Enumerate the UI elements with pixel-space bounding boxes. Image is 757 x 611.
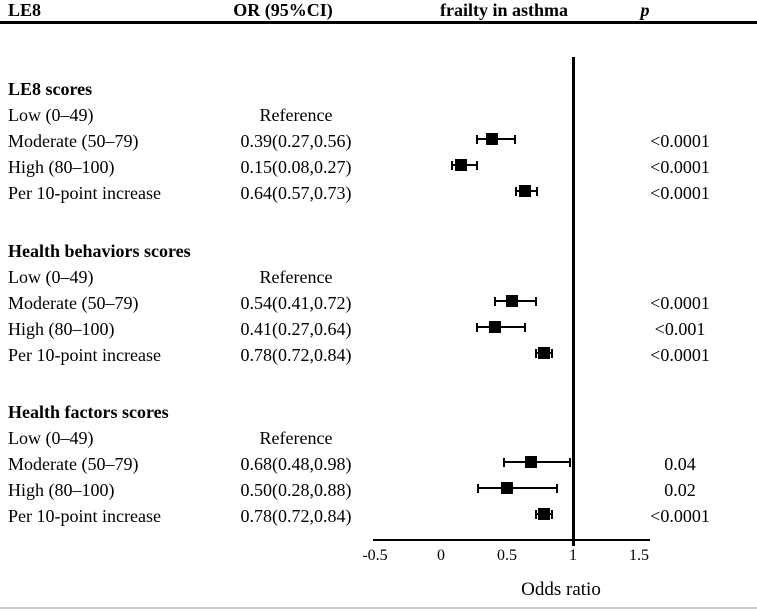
group-title: LE8 scores	[8, 79, 93, 99]
row-label: Moderate (50–79)	[8, 131, 139, 151]
row-p-value: <0.0001	[650, 183, 710, 203]
ci-line	[477, 487, 558, 489]
row-label: Per 10-point increase	[8, 506, 161, 526]
ci-cap-high	[569, 457, 572, 467]
x-tick-label: -0.5	[362, 547, 388, 564]
ci-cap-low	[475, 134, 478, 144]
ci-line	[504, 461, 571, 463]
ci-cap-low	[515, 186, 518, 196]
row-or-ci: 0.64(0.57,0.73)	[240, 183, 352, 203]
row-p-value: <0.0001	[650, 345, 710, 365]
row-or-ci: 0.39(0.27,0.56)	[240, 131, 352, 151]
ci-cap-high	[524, 322, 527, 332]
header-or-ci: OR (95%CI)	[233, 0, 333, 20]
header-outcome: frailty in asthma	[440, 0, 568, 20]
row-or-ci: 0.41(0.27,0.64)	[240, 319, 352, 339]
ci-cap-low	[503, 457, 506, 467]
x-tick-label: 1	[569, 547, 577, 564]
or-point-marker	[486, 133, 499, 145]
row-or-ci: 0.78(0.72,0.84)	[240, 345, 352, 365]
row-or-ci: 0.50(0.28,0.88)	[240, 480, 352, 500]
row-label: Low (0–49)	[8, 428, 94, 448]
row-label: Per 10-point increase	[8, 345, 161, 365]
row-p-value: <0.0001	[650, 131, 710, 151]
row-label: High (80–100)	[8, 480, 115, 500]
row-label: High (80–100)	[8, 157, 115, 177]
row-label: High (80–100)	[8, 319, 115, 339]
or-point-marker	[524, 456, 537, 468]
ci-cap-low	[475, 322, 478, 332]
ci-cap-high	[513, 134, 516, 144]
or-point-marker	[489, 321, 502, 333]
x-axis-line	[373, 539, 650, 541]
row-p-value: <0.0001	[650, 293, 710, 313]
row-or-ci: 0.78(0.72,0.84)	[240, 506, 352, 526]
x-tick-label: 0	[437, 547, 445, 564]
ci-cap-low	[494, 296, 497, 306]
header-divider-line	[0, 21, 757, 24]
row-label: Moderate (50–79)	[8, 293, 139, 313]
row-label: Low (0–49)	[8, 105, 94, 125]
row-p-value: 0.02	[664, 480, 696, 500]
ci-cap-high	[550, 509, 553, 519]
row-or-ci: Reference	[259, 105, 333, 125]
ci-cap-low	[535, 348, 538, 358]
row-or-ci: 0.54(0.41,0.72)	[240, 293, 352, 313]
group-title: Health behaviors scores	[8, 241, 191, 261]
ci-cap-high	[475, 160, 478, 170]
ci-cap-low	[535, 509, 538, 519]
header-p-value: p	[640, 0, 650, 20]
row-p-value: <0.0001	[650, 157, 710, 177]
row-p-value: <0.0001	[650, 506, 710, 526]
bottom-divider-line	[0, 607, 757, 609]
row-label: Low (0–49)	[8, 267, 94, 287]
ci-cap-high	[535, 296, 538, 306]
ci-cap-high	[556, 483, 559, 493]
or-point-marker	[519, 185, 532, 197]
x-tick-label: 1.5	[629, 547, 649, 564]
ci-cap-high	[550, 348, 553, 358]
group-title: Health factors scores	[8, 402, 169, 422]
row-label: Moderate (50–79)	[8, 454, 139, 474]
row-or-ci: Reference	[259, 428, 333, 448]
reference-line-or-1	[572, 57, 575, 546]
or-point-marker	[454, 159, 467, 171]
row-p-value: 0.04	[664, 454, 696, 474]
or-point-marker	[501, 482, 513, 494]
row-or-ci: 0.15(0.08,0.27)	[240, 157, 352, 177]
row-or-ci: 0.68(0.48,0.98)	[240, 454, 352, 474]
x-tick-label: 0.5	[497, 547, 517, 564]
row-or-ci: Reference	[259, 267, 333, 287]
row-label: Per 10-point increase	[8, 183, 161, 203]
ci-cap-high	[536, 186, 539, 196]
ci-cap-low	[476, 483, 479, 493]
or-point-marker	[537, 508, 550, 520]
x-axis-label: Odds ratio	[521, 579, 601, 600]
header-le8: LE8	[8, 0, 42, 20]
ci-cap-low	[450, 160, 453, 170]
or-point-marker	[506, 295, 519, 307]
row-p-value: <0.001	[654, 319, 706, 339]
or-point-marker	[537, 347, 550, 359]
